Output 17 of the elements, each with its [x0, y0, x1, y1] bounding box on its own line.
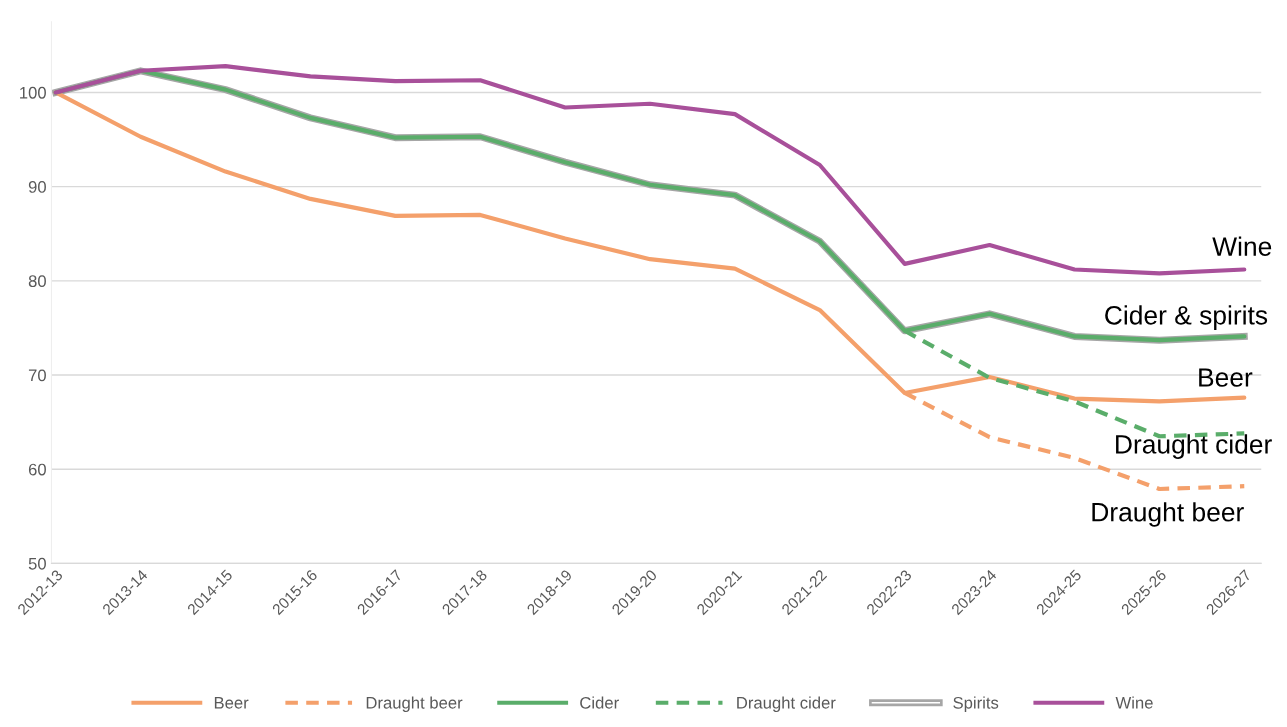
- y-tick-label: 60: [28, 463, 46, 476]
- legend-label: Cider: [580, 696, 619, 709]
- legend-label: Beer: [214, 697, 249, 709]
- y-tick-label: 80: [28, 275, 46, 288]
- annotation: Draught cider: [1116, 434, 1272, 459]
- legend-label: Draught beer: [366, 696, 463, 712]
- annotation: Draught beer: [1092, 502, 1244, 527]
- legend-label: Draught cider: [737, 696, 836, 712]
- y-tick-label: 90: [28, 181, 46, 193]
- legend-label: Wine: [1115, 696, 1153, 709]
- y-tick-label: 100: [20, 86, 46, 99]
- annotation: Cider & spirits: [1105, 305, 1268, 330]
- annotation: Beer: [1199, 368, 1253, 387]
- legend-label: Spirits: [953, 696, 999, 712]
- y-tick-label: 70: [28, 369, 46, 382]
- y-tick-label: 50: [28, 557, 46, 570]
- annotation: Wine: [1212, 236, 1272, 256]
